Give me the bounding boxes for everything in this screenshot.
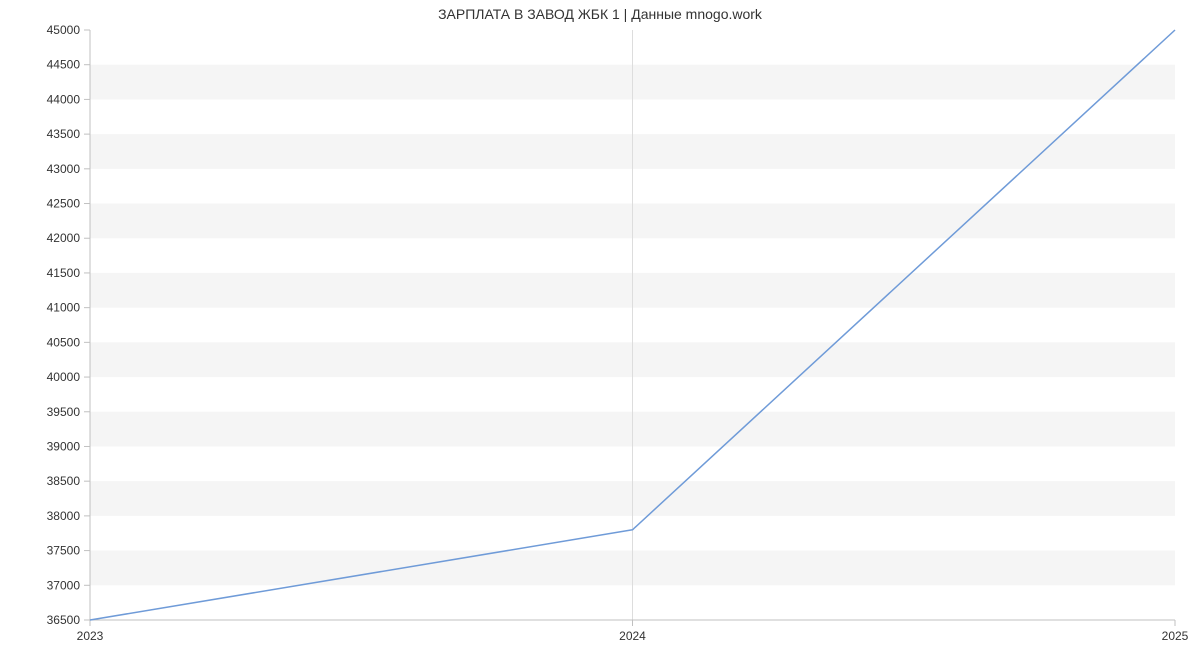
y-tick-label: 42000 — [47, 231, 81, 245]
y-tick-label: 40500 — [47, 335, 81, 349]
y-tick-label: 41000 — [47, 301, 81, 315]
y-tick-label: 41500 — [47, 266, 81, 280]
x-axis: 2023 2024 2025 — [77, 620, 1189, 643]
y-tick-label: 38500 — [47, 474, 81, 488]
y-tick-label: 37500 — [47, 544, 81, 558]
y-tick-label: 43500 — [47, 127, 81, 141]
chart-title: ЗАРПЛАТА В ЗАВОД ЖБК 1 | Данные mnogo.wo… — [0, 6, 1200, 22]
y-tick-label: 44000 — [47, 92, 81, 106]
y-tick-label: 39000 — [47, 439, 81, 453]
y-tick-label: 45000 — [47, 23, 81, 37]
y-tick-label: 43000 — [47, 162, 81, 176]
y-tick-label: 38000 — [47, 509, 81, 523]
y-tick-label: 40000 — [47, 370, 81, 384]
y-tick-label: 44500 — [47, 58, 81, 72]
x-tick-label: 2024 — [619, 629, 646, 643]
salary-line-chart: ЗАРПЛАТА В ЗАВОД ЖБК 1 | Данные mnogo.wo… — [0, 0, 1200, 650]
y-tick-label: 36500 — [47, 613, 81, 627]
y-tick-label: 42500 — [47, 197, 81, 211]
chart-svg: 36500 37000 37500 38000 38500 39000 39500 40000… — [0, 0, 1200, 650]
y-tick-label: 39500 — [47, 405, 81, 419]
x-tick-label: 2025 — [1162, 629, 1189, 643]
y-axis: 36500 37000 37500 38000 38500 39000 39500 40000… — [47, 23, 90, 627]
y-tick-label: 37000 — [47, 578, 81, 592]
x-tick-label: 2023 — [77, 629, 104, 643]
